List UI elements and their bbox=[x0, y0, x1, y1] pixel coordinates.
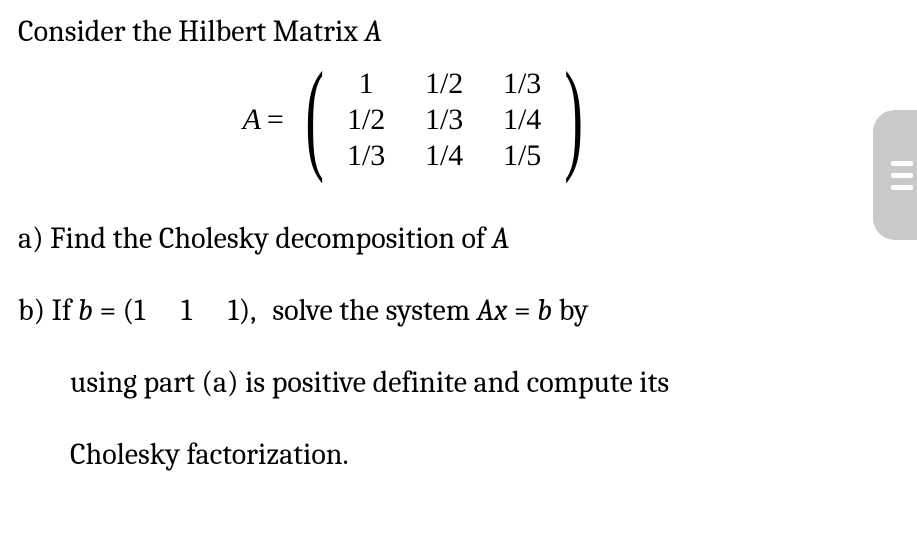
qb-solve: solve the system bbox=[272, 293, 476, 328]
question-b: b) If b = (111),solve the system Ax = b … bbox=[18, 275, 899, 491]
qb-ax: Ax bbox=[477, 293, 508, 328]
matrix-cell: 1/2 bbox=[417, 67, 471, 101]
menu-icon bbox=[891, 161, 913, 190]
intro-var: A bbox=[364, 14, 381, 49]
matrix-body: 1 1/2 1/3 1/2 1/3 1/4 1/3 1/4 1/5 bbox=[335, 61, 553, 179]
matrix-cell: 1/5 bbox=[495, 139, 549, 173]
qa-text: Find the Cholesky decomposition of bbox=[50, 221, 492, 256]
matrix-cell: 1/4 bbox=[495, 103, 549, 137]
qa-var: A bbox=[492, 221, 509, 256]
qb-line3: Cholesky factorization. bbox=[70, 437, 349, 472]
intro-line: Consider the Hilbert Matrix A bbox=[18, 12, 899, 51]
matrix-cell: 1/4 bbox=[417, 139, 471, 173]
matrix-cell: 1/3 bbox=[339, 139, 393, 173]
matrix-cell: 1/3 bbox=[495, 67, 549, 101]
qb-bvar2: b bbox=[537, 293, 552, 328]
question-a: a) Find the Cholesky decomposition of A bbox=[18, 203, 899, 275]
qb-bvar: b bbox=[78, 293, 93, 328]
qb-by: by bbox=[552, 293, 588, 328]
matrix-cell: 1/3 bbox=[417, 103, 471, 137]
qb-line2: using part (a) is positive definite and … bbox=[70, 365, 669, 400]
matrix-cell: 1 bbox=[339, 67, 393, 101]
paren-left: ( bbox=[305, 57, 324, 175]
matrix-eq-sign: = bbox=[267, 103, 284, 137]
qb-one2: 1 bbox=[181, 293, 192, 328]
matrix-cell: 1/2 bbox=[339, 103, 393, 137]
qb-label: b) bbox=[18, 293, 52, 328]
paren-right: ) bbox=[564, 57, 583, 175]
side-tab[interactable] bbox=[873, 110, 917, 240]
matrix-lhs: A bbox=[243, 103, 261, 137]
qb-eq2: = bbox=[507, 293, 537, 328]
matrix-parens: ( 1 1/2 1/3 1/2 1/3 1/4 1/3 1/4 1/5 ) bbox=[294, 61, 595, 179]
qb-one3: 1), bbox=[228, 293, 256, 328]
qa-label: a) bbox=[18, 221, 50, 256]
intro-text: Consider the Hilbert Matrix bbox=[18, 14, 364, 49]
matrix-equation: A = ( 1 1/2 1/3 1/2 1/3 1/4 1/3 1/4 1/5 … bbox=[18, 61, 899, 179]
qb-eq1: = (1 bbox=[93, 293, 145, 328]
qb-if: If bbox=[52, 293, 78, 328]
